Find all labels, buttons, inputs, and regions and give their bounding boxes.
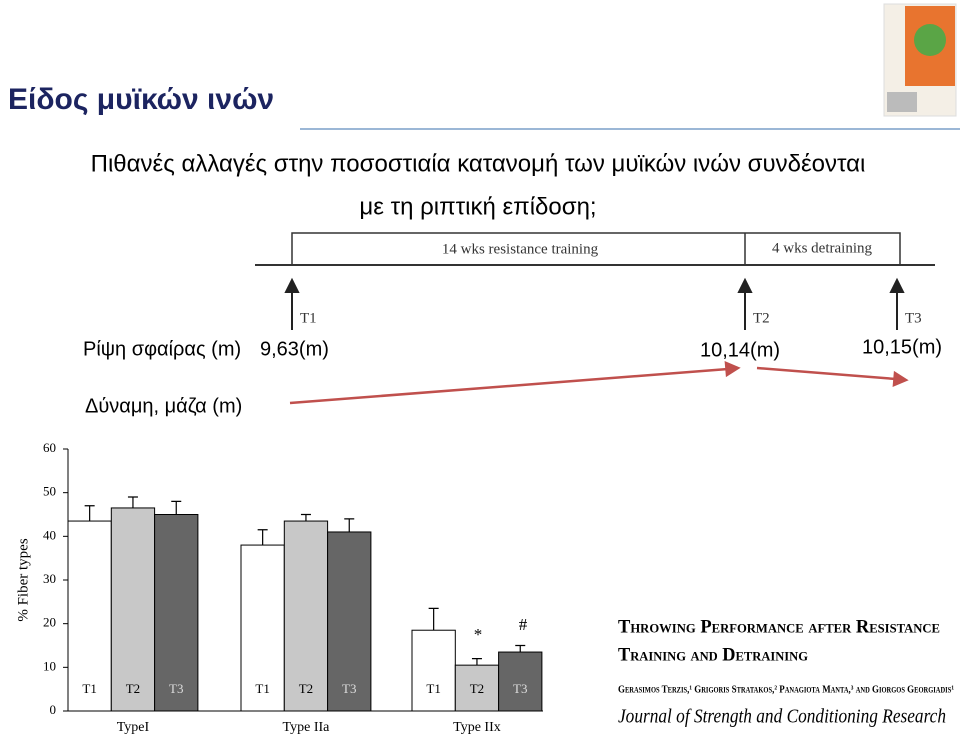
x-tick-label: Type IIx xyxy=(453,720,501,735)
citation: Throwing Performance after Resistance Tr… xyxy=(618,616,954,727)
citation-authors: Gerasimos Terzis,¹ Grigoris Stratakos,² … xyxy=(618,684,954,696)
error-bar xyxy=(428,607,439,631)
bar-label: T1 xyxy=(82,681,96,696)
annotation: * xyxy=(474,625,483,644)
citation-title: Training and Detraining xyxy=(618,644,808,665)
bar xyxy=(154,514,199,712)
citation-title: Throwing Performance after Resistance xyxy=(618,616,940,637)
error-bar xyxy=(84,505,95,522)
bar xyxy=(498,651,543,712)
x-tick-label: Type IIa xyxy=(283,720,331,735)
timeline: 14 wks resistance training 4 wks detrain… xyxy=(255,232,935,330)
y-tick-label: 0 xyxy=(50,702,57,717)
y-tick-label: 10 xyxy=(43,658,56,673)
y-tick-label: 60 xyxy=(43,440,56,455)
red-arrows xyxy=(289,361,909,405)
performance-value: 10,14(m) xyxy=(700,339,780,361)
bar-label: T3 xyxy=(169,681,183,696)
bar-chart: % Fiber types 0 10 20 30 40 50 60 T1 T2 T3 TypeI T1… xyxy=(15,440,543,735)
error-bar xyxy=(515,644,526,653)
bar xyxy=(327,531,372,712)
y-tick-label: 50 xyxy=(43,484,56,499)
phase-label: 4 wks detraining xyxy=(772,240,872,256)
bar-label: T1 xyxy=(426,681,440,696)
strength-label: Δύναμη, μάζα (m) xyxy=(85,395,242,417)
annotation: # xyxy=(519,615,528,634)
y-axis-label: % Fiber types xyxy=(15,538,31,621)
citation-journal: Journal of Strength and Conditioning Res… xyxy=(618,706,946,728)
y-tick-label: 30 xyxy=(43,571,56,586)
y-tick-label: 20 xyxy=(43,615,56,630)
bar-label: T3 xyxy=(342,681,356,696)
performance-value: 10,15(m) xyxy=(862,336,942,358)
error-bar xyxy=(344,518,355,532)
bar-label: T2 xyxy=(470,681,484,696)
bar-label: T1 xyxy=(255,681,269,696)
subtitle: Πιθανές αλλαγές στην ποσοστιαία κατανομή… xyxy=(91,150,866,177)
performance-label: Ρίψη σφαίρας (m) xyxy=(83,338,241,360)
performance-value: 9,63(m) xyxy=(260,338,329,360)
time-point: T2 xyxy=(753,310,770,326)
slide-title: Είδος μυϊκών ινών xyxy=(8,83,274,116)
error-bar xyxy=(300,513,311,522)
bar-label: T2 xyxy=(126,681,140,696)
bar xyxy=(411,629,456,712)
error-bar xyxy=(257,529,268,546)
error-bar xyxy=(127,496,138,508)
bar-label: T2 xyxy=(299,681,313,696)
phase-label: 14 wks resistance training xyxy=(442,241,599,257)
bar-label: T3 xyxy=(513,681,527,696)
time-point: T1 xyxy=(300,310,317,326)
bar xyxy=(110,507,156,712)
logo xyxy=(883,3,957,117)
x-tick-label: TypeI xyxy=(117,720,150,735)
error-bar xyxy=(171,500,182,515)
time-point: T3 xyxy=(905,310,922,326)
y-tick-label: 40 xyxy=(43,527,56,542)
error-bar xyxy=(471,658,482,666)
subtitle: με τη ριπτική επίδοση; xyxy=(359,193,596,220)
bar xyxy=(240,544,285,712)
